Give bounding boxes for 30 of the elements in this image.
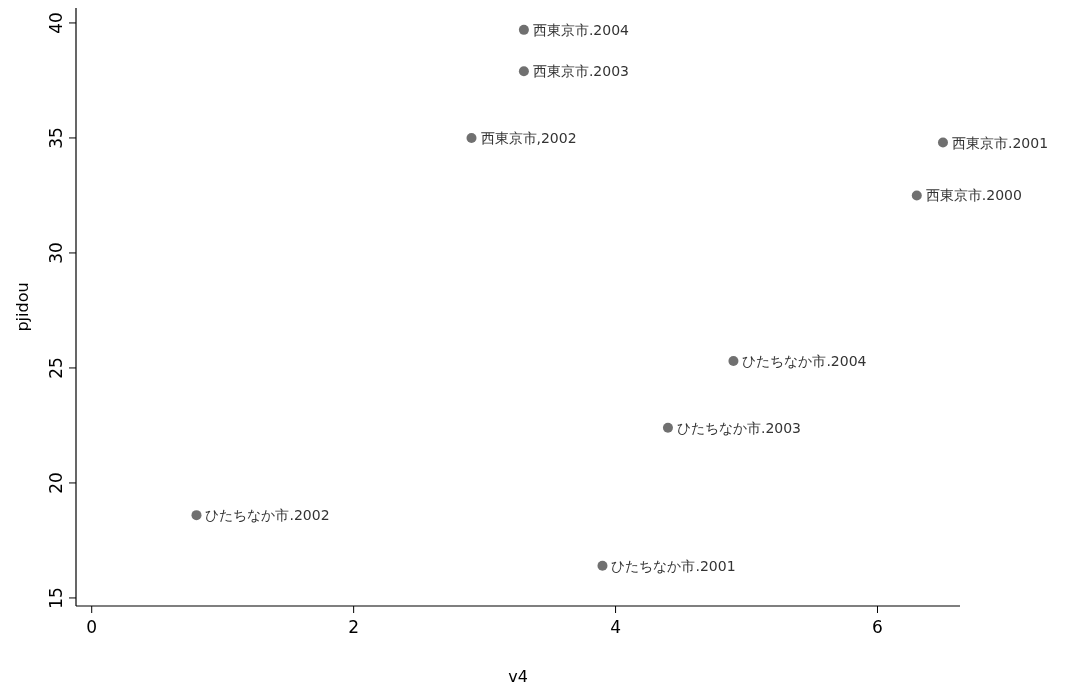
x-tick-label: 0 bbox=[86, 617, 98, 637]
annotation: ひたちなか市.2001 bbox=[611, 557, 736, 574]
y-tick-label: 15 bbox=[46, 587, 66, 609]
point bbox=[937, 137, 948, 148]
y-tick-label: 20 bbox=[46, 472, 66, 494]
y-tick-label: 35 bbox=[46, 127, 66, 149]
point bbox=[662, 422, 673, 433]
y-axis-title: pjidou bbox=[13, 282, 32, 332]
point bbox=[728, 356, 739, 367]
y-tick-label: 30 bbox=[46, 242, 66, 264]
annotation: ひたちなか市.2003 bbox=[676, 419, 802, 436]
point bbox=[466, 132, 477, 143]
point bbox=[518, 24, 529, 35]
x-tick-label: 2 bbox=[348, 617, 360, 637]
x-axis-title: v4 bbox=[508, 667, 528, 686]
annotation: 西東京市,2002 bbox=[480, 129, 577, 146]
point bbox=[518, 66, 529, 77]
annotation: 西東京市.2000 bbox=[925, 187, 1022, 204]
point bbox=[911, 190, 922, 201]
x-tick-label: 6 bbox=[872, 617, 883, 637]
y-tick-label: 40 bbox=[46, 12, 66, 34]
annotation: ひたちなか市.2004 bbox=[742, 353, 867, 370]
point bbox=[191, 510, 202, 521]
annotation: 西東京市.2004 bbox=[532, 21, 630, 38]
annotation: 西東京市.2001 bbox=[951, 134, 1049, 151]
annotation: 西東京市.2003 bbox=[532, 63, 629, 80]
point bbox=[597, 560, 608, 571]
x-tick-label: 4 bbox=[610, 617, 621, 637]
y-tick-label: 25 bbox=[46, 357, 66, 379]
annotation: ひたちなか市.2002 bbox=[205, 507, 330, 524]
